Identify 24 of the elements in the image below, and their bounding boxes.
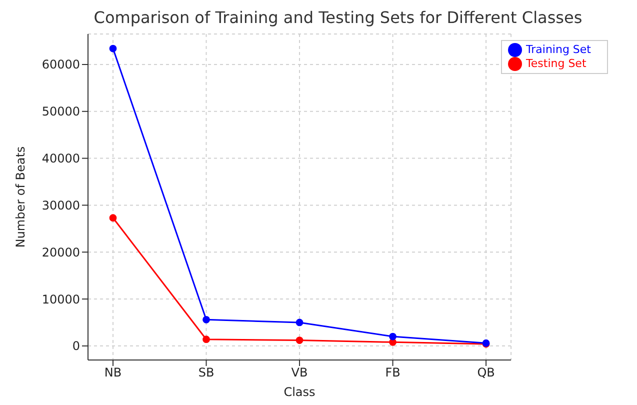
y-tick-label: 60000 <box>42 58 80 72</box>
point <box>296 336 304 344</box>
legend-label: Training Set <box>526 43 591 56</box>
y-tick-label: 40000 <box>42 152 80 166</box>
x-tick-label: VB <box>291 366 308 380</box>
x-axis-title: Class <box>284 385 316 399</box>
point <box>296 318 304 326</box>
x-tick-label: SB <box>198 366 214 380</box>
y-tick-label: 10000 <box>42 292 80 306</box>
x-tick-label: NB <box>104 366 122 380</box>
point <box>389 332 396 340</box>
point <box>202 336 210 344</box>
y-tick-label: 0 <box>72 339 80 354</box>
y-axis-title: Number of Beats <box>13 146 28 248</box>
y-tick-label: 50000 <box>42 104 80 119</box>
x-tick-label: QB <box>477 366 495 380</box>
point <box>109 44 117 52</box>
y-tick-label: 20000 <box>42 245 80 260</box>
point <box>202 316 210 324</box>
x-tick-label: FB <box>385 366 400 380</box>
legend-label: Testing Set <box>526 57 586 70</box>
point <box>109 214 117 222</box>
y-tick-label: 30000 <box>42 198 80 212</box>
chart-title: Comparison of Training and Testing Sets for Different Classes <box>92 8 584 29</box>
